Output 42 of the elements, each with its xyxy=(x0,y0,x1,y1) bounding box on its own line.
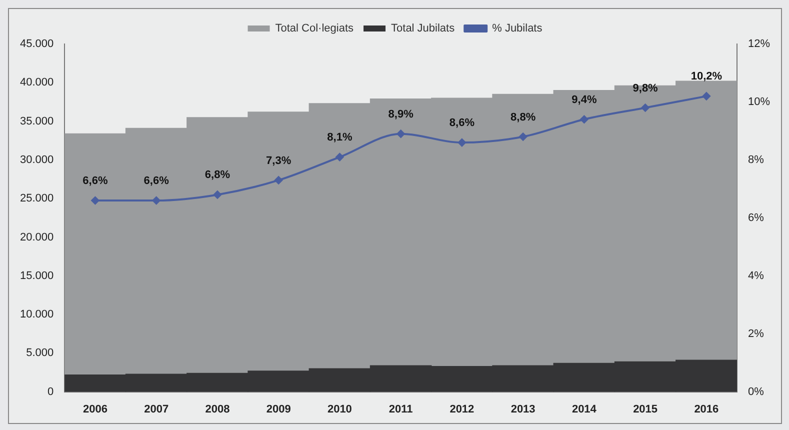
y2-tick-label: 2% xyxy=(748,328,764,340)
x-tick-label: 2009 xyxy=(266,403,291,416)
x-tick-label: 2015 xyxy=(633,403,658,416)
data-label: 8,6% xyxy=(449,117,475,130)
legend-label: Total Col·legiats xyxy=(275,22,354,35)
x-tick-label: 2007 xyxy=(144,403,169,416)
x-tick-label: 2013 xyxy=(510,403,536,416)
y2-tick-label: 6% xyxy=(748,212,764,224)
y-tick-label: 25.000 xyxy=(20,192,54,205)
data-label: 6,6% xyxy=(82,175,108,188)
x-tick-label: 2014 xyxy=(572,403,598,416)
x-tick-label: 2012 xyxy=(450,403,474,416)
y-tick-label: 30.000 xyxy=(20,154,54,166)
y-tick-label: 20.000 xyxy=(20,231,54,244)
data-label: 6,8% xyxy=(204,169,230,182)
data-label: 6,6% xyxy=(144,175,170,188)
data-label: 8,9% xyxy=(388,108,414,120)
data-label: 8,1% xyxy=(327,132,352,144)
data-label: 9,4% xyxy=(572,94,597,106)
x-tick-label: 2006 xyxy=(82,403,108,416)
y2-tick-label: 0% xyxy=(748,386,764,398)
x-tick-label: 2010 xyxy=(327,403,352,416)
legend-label: Total Jubilats xyxy=(391,22,456,35)
y-tick-label: 0 xyxy=(48,386,54,398)
y-tick-label: 40.000 xyxy=(20,76,54,89)
x-tick-label: 2016 xyxy=(694,403,719,416)
x-tick-label: 2008 xyxy=(205,403,230,416)
data-label: 9,8% xyxy=(632,82,658,94)
data-label: 8,8% xyxy=(510,111,536,124)
y-tick-label: 10.000 xyxy=(20,308,54,321)
x-tick-label: 2011 xyxy=(388,403,413,416)
y2-tick-label: 10% xyxy=(748,96,770,108)
data-label: 10,2% xyxy=(690,70,722,83)
y2-tick-label: 4% xyxy=(748,270,764,282)
y-tick-label: 35.000 xyxy=(20,115,54,128)
y2-tick-label: 12% xyxy=(748,38,770,50)
data-label: 7,3% xyxy=(266,154,292,167)
y-tick-label: 45.000 xyxy=(20,38,54,50)
y-tick-label: 5.000 xyxy=(26,347,54,360)
y2-tick-label: 8% xyxy=(748,154,764,166)
y-tick-label: 15.000 xyxy=(20,270,54,282)
legend-label: % Jubilats xyxy=(492,22,543,35)
